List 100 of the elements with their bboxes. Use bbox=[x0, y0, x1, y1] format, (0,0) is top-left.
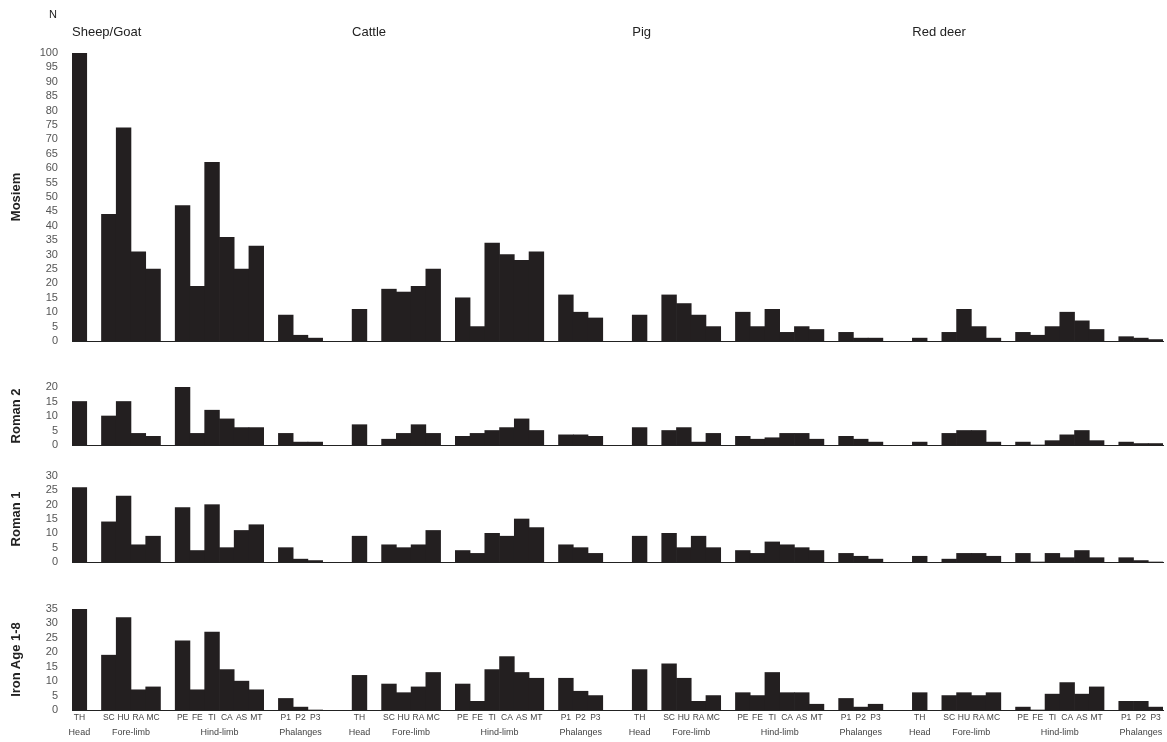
y-tick-label: 20 bbox=[45, 645, 58, 658]
x-tick-label: CA bbox=[501, 712, 514, 723]
x-tick-label: SC bbox=[943, 712, 956, 723]
y-tick-label: 0 bbox=[51, 438, 58, 451]
x-tick-label: RA bbox=[132, 712, 145, 723]
y-tick-label: 30 bbox=[45, 469, 58, 482]
text: Pig bbox=[632, 24, 652, 39]
x-tick-label: P2 bbox=[855, 712, 867, 723]
x-tick-label: TI bbox=[1048, 712, 1057, 723]
x-tick-label: P1 bbox=[560, 712, 572, 723]
x-tick-label: P1 bbox=[840, 712, 852, 723]
x-tick-label: CA bbox=[781, 712, 794, 723]
y-tick-label: 55 bbox=[45, 175, 58, 188]
x-tick-label: PE bbox=[737, 712, 749, 723]
text: Cattle bbox=[352, 24, 387, 39]
x-tick-label: P2 bbox=[295, 712, 306, 723]
x-tick-label: MT bbox=[250, 712, 263, 723]
y-tick-label: 80 bbox=[45, 103, 58, 116]
x-tick-label: HU bbox=[117, 712, 130, 723]
x-tick-label: AS bbox=[1076, 712, 1088, 723]
text: Phalanges bbox=[559, 726, 603, 737]
y-tick-label: 40 bbox=[45, 218, 58, 231]
x-tick-label: PE bbox=[457, 712, 469, 723]
x-tick-label: P3 bbox=[310, 712, 321, 723]
x-tick-label: P1 bbox=[280, 712, 292, 723]
x-tick-label: MT bbox=[810, 712, 823, 723]
text: Head bbox=[628, 726, 651, 737]
y-tick-label: 70 bbox=[45, 132, 58, 145]
x-tick-label: MC bbox=[706, 712, 720, 723]
x-tick-label: HU bbox=[397, 712, 410, 723]
x-tick-label: TI bbox=[768, 712, 777, 723]
y-axis-title: Roman 2 bbox=[7, 388, 23, 444]
y-tick-label: 45 bbox=[45, 204, 58, 217]
text: N bbox=[49, 8, 58, 21]
text: Fore-limb bbox=[111, 726, 150, 737]
text: Fore-limb bbox=[952, 726, 991, 737]
text: Phalanges bbox=[1119, 726, 1163, 737]
x-tick-label: P3 bbox=[590, 712, 601, 723]
x-tick-label: HU bbox=[957, 712, 971, 723]
x-tick-label: AS bbox=[516, 712, 528, 723]
y-tick-label: 95 bbox=[45, 60, 58, 73]
x-tick-label: SC bbox=[102, 712, 115, 723]
y-tick-label: 65 bbox=[45, 146, 58, 159]
x-tick-label: CA bbox=[1061, 712, 1074, 723]
x-tick-label: TH bbox=[353, 712, 366, 723]
x-tick-label: P3 bbox=[870, 712, 881, 723]
x-tick-label: MT bbox=[1090, 712, 1103, 723]
x-tick-label: MC bbox=[146, 712, 160, 723]
x-tick-label: PE bbox=[176, 712, 189, 723]
y-tick-label: 0 bbox=[51, 703, 58, 716]
y-tick-label: 85 bbox=[45, 89, 58, 102]
y-tick-label: 5 bbox=[51, 540, 58, 553]
text: Red deer bbox=[912, 24, 967, 39]
x-tick-label: TH bbox=[633, 712, 646, 723]
y-tick-label: 15 bbox=[45, 394, 58, 407]
y-tick-label: 5 bbox=[51, 423, 58, 436]
y-tick-label: 10 bbox=[45, 409, 58, 422]
x-tick-label: MC bbox=[426, 712, 440, 723]
x-tick-label: FE bbox=[191, 712, 204, 723]
x-tick-label: SC bbox=[383, 712, 395, 723]
text: Sheep/Goat bbox=[72, 24, 142, 39]
text: Head bbox=[348, 726, 371, 737]
y-tick-label: 90 bbox=[45, 74, 58, 87]
text: Phalanges bbox=[839, 726, 883, 737]
x-tick-label: RA bbox=[972, 712, 985, 723]
x-tick-label: RA bbox=[692, 712, 705, 723]
x-tick-label: TI bbox=[208, 712, 216, 723]
x-tick-label: P2 bbox=[1135, 712, 1147, 723]
x-tick-label: AS bbox=[235, 712, 248, 723]
y-tick-label: 15 bbox=[45, 512, 58, 525]
y-tick-label: 25 bbox=[45, 483, 58, 496]
y-tick-label: 15 bbox=[45, 659, 58, 672]
x-tick-label: MC bbox=[986, 712, 1001, 723]
text: Phalanges bbox=[279, 726, 323, 737]
y-tick-label: 15 bbox=[45, 290, 58, 303]
x-tick-label: PE bbox=[1017, 712, 1029, 723]
x-tick-label: RA bbox=[412, 712, 425, 723]
y-tick-label: 30 bbox=[45, 616, 58, 629]
x-tick-label: AS bbox=[796, 712, 808, 723]
y-tick-label: 0 bbox=[51, 555, 58, 568]
y-tick-label: 25 bbox=[45, 262, 58, 275]
y-axis-title: Roman 1 bbox=[7, 491, 23, 547]
x-tick-label: P3 bbox=[1150, 712, 1162, 723]
y-tick-label: 20 bbox=[45, 497, 58, 510]
x-tick-label: TH bbox=[914, 712, 926, 723]
x-tick-label: SC bbox=[663, 712, 676, 723]
x-tick-label: TH bbox=[73, 712, 86, 723]
text: Hind-limb bbox=[200, 726, 239, 737]
y-tick-label: 25 bbox=[45, 630, 58, 643]
y-tick-label: 35 bbox=[45, 602, 58, 615]
text: Fore-limb bbox=[392, 726, 431, 737]
y-tick-label: 35 bbox=[45, 233, 58, 246]
y-tick-label: 5 bbox=[51, 319, 58, 332]
x-tick-label: FE bbox=[472, 712, 484, 723]
x-tick-label: FE bbox=[1032, 712, 1044, 723]
x-tick-label: P2 bbox=[575, 712, 587, 723]
x-tick-label: TI bbox=[488, 712, 496, 723]
y-axis-title: Iron Age 1-8 bbox=[7, 622, 23, 697]
y-tick-label: 10 bbox=[45, 674, 58, 687]
y-tick-label: 10 bbox=[45, 305, 58, 318]
